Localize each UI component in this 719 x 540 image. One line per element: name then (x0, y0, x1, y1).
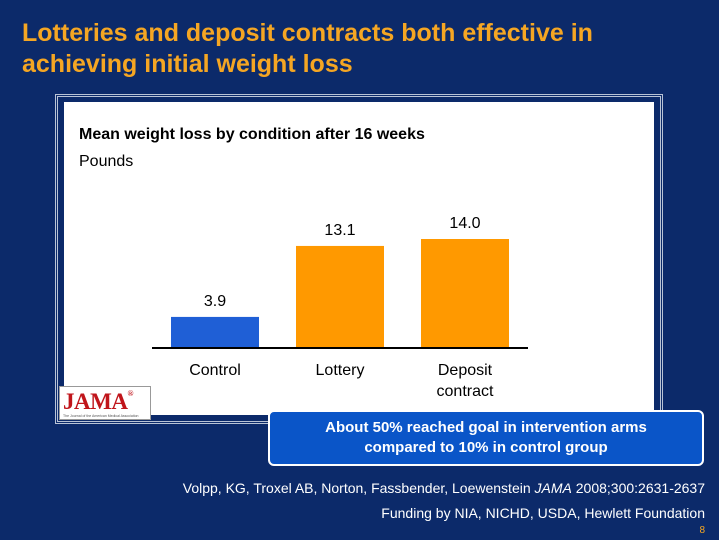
category-label: contract (437, 383, 494, 400)
data-label: 14.0 (449, 215, 480, 232)
chart-title: Mean weight loss by condition after 16 w… (79, 126, 425, 143)
funding-note: Funding by NIA, NICHD, USDA, Hewlett Fou… (381, 505, 705, 521)
bar-lottery (296, 245, 384, 347)
callout-line-2: compared to 10% in control group (364, 439, 608, 456)
jama-logo-tagline: The Journal of the American Medical Asso… (63, 414, 139, 418)
citation-journal: JAMA (534, 480, 572, 496)
results-callout: About 50% reached goal in intervention a… (268, 410, 704, 466)
citation-authors: Volpp, KG, Troxel AB, Norton, Fassbender… (182, 480, 535, 496)
bar-deposit-contract (421, 239, 509, 347)
callout-line-1: About 50% reached goal in intervention a… (325, 419, 647, 436)
jama-logo: JAMA® The Journal of the American Medica… (59, 386, 151, 420)
jama-logo-text: JAMA® (63, 389, 133, 414)
slide-title: Lotteries and deposit contracts both eff… (22, 19, 593, 78)
citation-details: 2008;300:2631-2637 (571, 480, 705, 496)
bar-control (171, 316, 259, 347)
page-number: 8 (699, 525, 705, 536)
chart-subtitle: Pounds (79, 153, 134, 170)
category-label: Control (189, 362, 241, 379)
category-label: Deposit (438, 362, 493, 379)
data-label: 13.1 (324, 222, 355, 239)
data-label: 3.9 (204, 293, 226, 310)
citation: Volpp, KG, Troxel AB, Norton, Fassbender… (183, 480, 705, 496)
category-label: Lottery (316, 362, 365, 379)
